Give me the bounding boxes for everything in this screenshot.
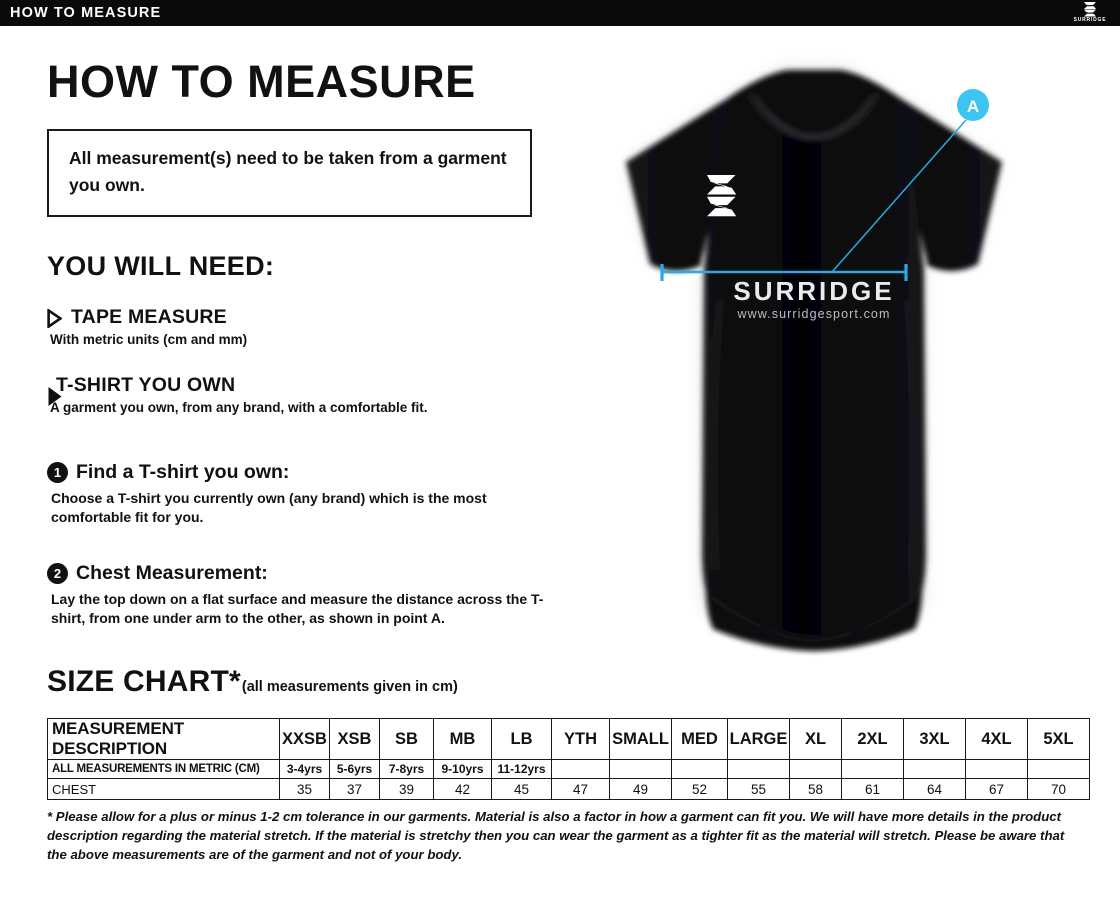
table-header-cell: MB (433, 718, 492, 760)
need-sub-tape-measure: With metric units (cm and mm) (50, 332, 248, 347)
step-1: 1 Find a T-shirt you own: Choose a T-shi… (47, 461, 567, 526)
footnote-text: * Please allow for a plus or minus 1-2 c… (47, 809, 1065, 862)
table-header-row: MEASUREMENT DESCRIPTION XXSB XSB SB MB L… (47, 718, 1090, 760)
surridge-wordmark: SURRIDGE (1073, 17, 1107, 23)
table-cell: 55 (727, 778, 790, 800)
size-chart-table: MEASUREMENT DESCRIPTION XXSB XSB SB MB L… (47, 718, 1090, 800)
table-cell: 37 (329, 778, 380, 800)
table-cell: 35 (279, 778, 330, 800)
table-cell: 39 (379, 778, 434, 800)
callout-leader-line (831, 119, 967, 273)
table-row-label: CHEST (47, 778, 280, 800)
table-cell (671, 759, 728, 779)
step-1-body: Choose a T-shirt you currently own (any … (51, 490, 487, 525)
table-cell: 3-4yrs (279, 759, 330, 779)
table-header-cell: SMALL (609, 718, 672, 760)
product-image-tshirt: A SURRIDGE www.surridgesport.com (578, 50, 1048, 660)
table-cell (903, 759, 966, 779)
table-cell (551, 759, 610, 779)
table-row-chest: CHEST 35 37 39 42 45 47 49 52 55 58 61 6… (47, 778, 1090, 800)
chest-surridge-s-icon (707, 175, 737, 217)
table-header-description: MEASUREMENT DESCRIPTION (47, 718, 280, 760)
step-1-number: 1 (47, 462, 68, 483)
triangle-outline-icon (47, 307, 63, 329)
table-cell (727, 759, 790, 779)
table-cell (965, 759, 1028, 779)
size-chart-title: SIZE CHART* (47, 665, 241, 698)
surridge-logo: SURRIDGE (1068, 1, 1112, 25)
table-row-metric: ALL MEASUREMENTS IN METRIC (CM) 3-4yrs 5… (47, 759, 1090, 779)
table-header-cell: XL (789, 718, 842, 760)
callout-badge-a: A (957, 89, 989, 121)
surridge-s-icon (1084, 2, 1096, 17)
table-cell (609, 759, 672, 779)
table-header-cell: SB (379, 718, 434, 760)
table-header-cell: 2XL (841, 718, 904, 760)
step-2-number: 2 (47, 563, 68, 584)
table-row-label: ALL MEASUREMENTS IN METRIC (CM) (47, 759, 280, 779)
callout-text: All measurement(s) need to be taken from… (69, 148, 507, 195)
callout-badge-label: A (967, 97, 979, 116)
table-header-cell: XSB (329, 718, 380, 760)
table-cell (841, 759, 904, 779)
table-cell: 64 (903, 778, 966, 800)
table-cell: 67 (965, 778, 1028, 800)
need-item-tape-measure: TAPE MEASURE With metric units (cm and m… (47, 306, 567, 347)
table-cell: 7-8yrs (379, 759, 434, 779)
step-2-body: Lay the top down on a flat surface and m… (51, 591, 544, 626)
table-cell: 42 (433, 778, 492, 800)
tshirt-shape (626, 70, 1002, 651)
table-header-cell: XXSB (279, 718, 330, 760)
need-item-tshirt: T-SHIRT YOU OWN A garment you own, from … (47, 374, 567, 415)
step-1-title: Find a T-shirt you own: (76, 461, 290, 483)
page-title: HOW TO MEASURE (47, 56, 476, 107)
table-cell: 61 (841, 778, 904, 800)
print-wordmark: SURRIDGE (733, 276, 894, 306)
table-header-cell: 5XL (1027, 718, 1090, 760)
you-will-need-title: YOU WILL NEED: (47, 251, 275, 281)
tshirt-illustration: A SURRIDGE www.surridgesport.com (626, 68, 1002, 651)
table-header-cell: 4XL (965, 718, 1028, 760)
table-cell: 49 (609, 778, 672, 800)
callout-box: All measurement(s) need to be taken from… (47, 129, 532, 217)
table-cell: 45 (491, 778, 552, 800)
size-chart-note: (all measurements given in cm) (241, 679, 458, 695)
table-cell (1027, 759, 1090, 779)
table-header-cell: MED (671, 718, 728, 760)
table-cell: 47 (551, 778, 610, 800)
table-cell: 5-6yrs (329, 759, 380, 779)
table-cell: 52 (671, 778, 728, 800)
table-header-cell: LARGE (727, 718, 790, 760)
need-label-tape-measure: TAPE MEASURE (71, 306, 227, 328)
left-content-column: HOW TO MEASURE All measurement(s) need t… (47, 55, 567, 627)
table-cell: 11-12yrs (491, 759, 552, 779)
print-url: www.surridgesport.com (736, 307, 890, 321)
top-bar: HOW TO MEASURE SURRIDGE (0, 0, 1120, 26)
table-header-cell: 3XL (903, 718, 966, 760)
table-header-cell: LB (491, 718, 552, 760)
table-cell: 9-10yrs (433, 759, 492, 779)
table-cell: 58 (789, 778, 842, 800)
step-2: 2 Chest Measurement: Lay the top down on… (47, 562, 567, 627)
chest-measurement-line (660, 264, 908, 281)
table-header-cell: YTH (551, 718, 610, 760)
step-2-title: Chest Measurement: (76, 562, 268, 584)
table-cell: 70 (1027, 778, 1090, 800)
top-bar-title: HOW TO MEASURE (10, 5, 162, 21)
table-cell (789, 759, 842, 779)
need-label-tshirt: T-SHIRT YOU OWN (56, 374, 236, 396)
need-sub-tshirt: A garment you own, from any brand, with … (50, 400, 428, 415)
size-chart-heading: SIZE CHART* (all measurements given in c… (47, 665, 458, 699)
